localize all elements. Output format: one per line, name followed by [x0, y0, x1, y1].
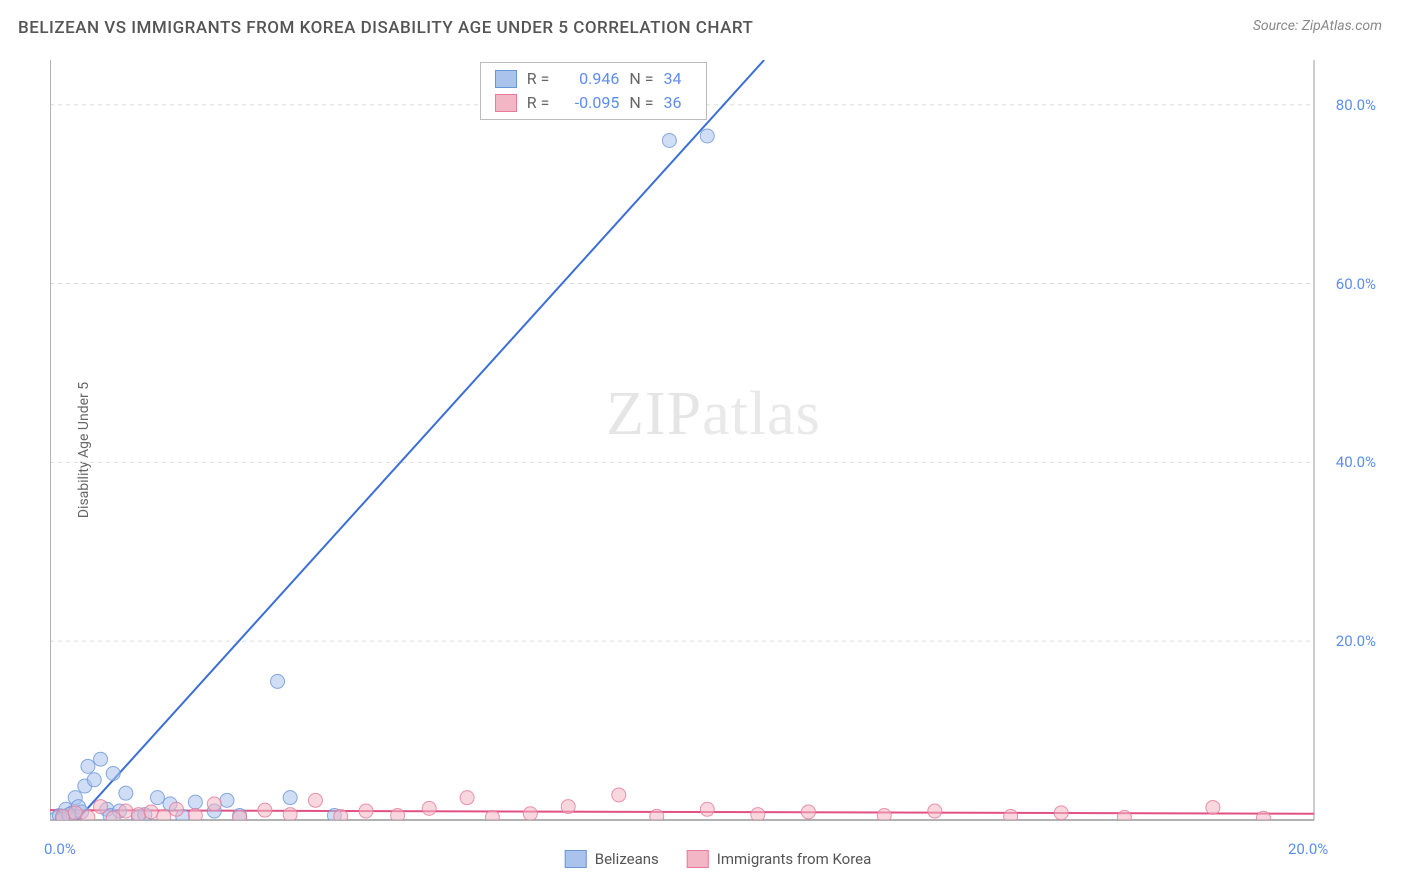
- legend-swatch: [687, 850, 709, 868]
- legend-stat-row: R = -0.095 N = 36: [495, 91, 692, 115]
- n-label: N =: [629, 67, 653, 91]
- y-tick-label: 60.0%: [1336, 275, 1376, 293]
- legend-item: Immigrants from Korea: [687, 850, 871, 868]
- y-tick-label: 80.0%: [1336, 96, 1376, 114]
- n-label: N =: [629, 91, 653, 115]
- legend-label: Immigrants from Korea: [717, 850, 871, 868]
- y-tick-label: 20.0%: [1336, 632, 1376, 650]
- n-value: 36: [664, 91, 692, 115]
- legend-swatch: [565, 850, 587, 868]
- x-tick-label: 0.0%: [44, 840, 76, 858]
- legend-label: Belizeans: [595, 850, 659, 868]
- header: BELIZEAN VS IMMIGRANTS FROM KOREA DISABI…: [0, 0, 1406, 46]
- source-attribution: Source: ZipAtlas.com: [1253, 18, 1382, 34]
- x-tick-label: 20.0%: [1288, 840, 1328, 858]
- legend-swatch: [495, 70, 517, 88]
- y-tick-label: 40.0%: [1336, 453, 1376, 471]
- r-value: -0.095: [559, 91, 619, 115]
- r-value: 0.946: [559, 67, 619, 91]
- correlation-scatter-plot: [50, 60, 1386, 840]
- legend-swatch: [495, 94, 517, 112]
- legend-item: Belizeans: [565, 850, 659, 868]
- n-value: 34: [664, 67, 692, 91]
- r-label: R =: [527, 91, 550, 115]
- chart-container: Disability Age Under 5 ZIPatlas R =0.946…: [50, 60, 1386, 840]
- series-legend: Belizeans Immigrants from Korea: [565, 850, 872, 868]
- correlation-stats-legend: R = 0.946 N = 34 R = -0.095 N = 36: [480, 62, 707, 120]
- r-label: R =: [527, 67, 550, 91]
- chart-title: BELIZEAN VS IMMIGRANTS FROM KOREA DISABI…: [18, 18, 753, 38]
- legend-stat-row: R = 0.946 N = 34: [495, 67, 692, 91]
